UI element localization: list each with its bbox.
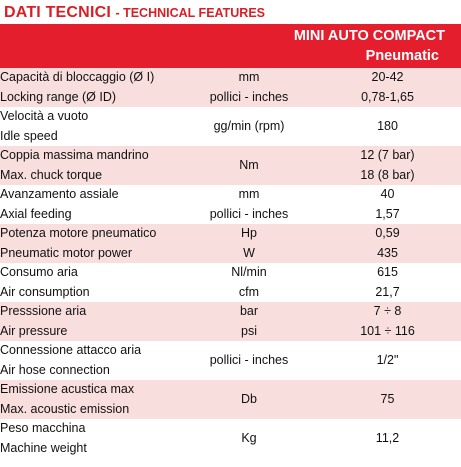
value-2: 21,7	[375, 284, 400, 299]
row-value: 1/2"	[314, 341, 461, 380]
label-it: Connessione attacco aria	[0, 343, 142, 357]
unit-2: pollici - inches	[209, 206, 289, 221]
row-value: 12 (7 bar) 18 (8 bar)	[314, 146, 461, 185]
row-value: 615 21,7	[314, 263, 461, 302]
spec-row-idle-speed: Velocità a vuoto Idle speed gg/min (rpm)…	[0, 107, 461, 146]
value-2: 101 ÷ 116	[360, 323, 415, 338]
row-unit: Kg	[184, 419, 314, 458]
value-1: 40	[380, 187, 395, 201]
spec-table: Capacità di bloccaggio (Ø I) Locking ran…	[0, 68, 461, 458]
row-value: 75	[314, 380, 461, 419]
value: 11,2	[375, 430, 400, 445]
value-1: 0,59	[375, 226, 400, 240]
value: 1/2"	[376, 352, 399, 367]
label-it: Coppia massima mandrino	[0, 148, 149, 162]
row-unit: Nl/min cfm	[184, 263, 314, 302]
row-unit: gg/min (rpm)	[184, 107, 314, 146]
row-value: 11,2	[314, 419, 461, 458]
label-en: Max. chuck torque	[0, 167, 103, 182]
value: 75	[380, 391, 395, 406]
label-it: Presssione aria	[0, 304, 87, 318]
label-en: Air hose connection	[0, 362, 110, 377]
label-en: Pneumatic motor power	[0, 245, 133, 260]
label-it: Peso macchina	[0, 421, 86, 435]
unit-1: bar	[239, 304, 259, 318]
spec-row-weight: Peso macchina Machine weight Kg 11,2	[0, 419, 461, 458]
spec-row-motor-power: Potenza motore pneumatico Pneumatic moto…	[0, 224, 461, 263]
row-unit: Hp W	[184, 224, 314, 263]
row-unit: mm pollici - inches	[184, 185, 314, 224]
value-2: 435	[377, 245, 398, 260]
unit-2: W	[243, 245, 255, 260]
value-1: 12 (7 bar)	[360, 148, 415, 162]
label-it: Velocità a vuoto	[0, 109, 89, 123]
unit-1: mm	[238, 187, 260, 201]
row-unit: pollici - inches	[184, 341, 314, 380]
label-it: Emissione acustica max	[0, 382, 135, 396]
spec-row-axial-feeding: Avanzamento assiale Axial feeding mm pol…	[0, 185, 461, 224]
unit: pollici - inches	[209, 352, 289, 367]
row-label: Peso macchina Machine weight	[0, 419, 184, 458]
row-unit: Nm	[184, 146, 314, 185]
row-label: Avanzamento assiale Axial feeding	[0, 185, 184, 224]
value-2: 18 (8 bar)	[360, 167, 415, 182]
spec-row-air-consumption: Consumo aria Air consumption Nl/min cfm …	[0, 263, 461, 302]
unit-2: pollici - inches	[209, 89, 289, 104]
model-name: MINI AUTO COMPACT	[293, 28, 445, 44]
row-unit: mm pollici - inches	[184, 68, 314, 107]
row-label: Connessione attacco aria Air hose connec…	[0, 341, 184, 380]
unit-2: cfm	[238, 284, 260, 299]
unit: gg/min (rpm)	[213, 118, 285, 133]
spec-row-air-hose: Connessione attacco aria Air hose connec…	[0, 341, 461, 380]
label-it: Consumo aria	[0, 265, 78, 279]
spec-row-chuck-torque: Coppia massima mandrino Max. chuck torqu…	[0, 146, 461, 185]
unit: Db	[241, 391, 257, 406]
label-en: Air consumption	[0, 284, 90, 299]
value-1: 20-42	[371, 70, 404, 84]
row-label: Coppia massima mandrino Max. chuck torqu…	[0, 146, 184, 185]
row-value: 180	[314, 107, 461, 146]
label-it: Capacità di bloccaggio (Ø I)	[0, 70, 155, 84]
spec-row-air-pressure: Presssione aria Air pressure bar psi 7 ÷…	[0, 302, 461, 341]
label-en: Air pressure	[0, 323, 68, 338]
spec-row-locking-range: Capacità di bloccaggio (Ø I) Locking ran…	[0, 68, 461, 107]
row-label: Potenza motore pneumatico Pneumatic moto…	[0, 224, 184, 263]
row-value: 0,59 435	[314, 224, 461, 263]
unit-2: psi	[241, 323, 257, 338]
row-label: Emissione acustica max Max. acoustic emi…	[0, 380, 184, 419]
row-value: 40 1,57	[314, 185, 461, 224]
value: 180	[377, 118, 398, 133]
row-label: Velocità a vuoto Idle speed	[0, 107, 184, 146]
value-1: 7 ÷ 8	[373, 304, 402, 318]
row-unit: Db	[184, 380, 314, 419]
label-en: Locking range (Ø ID)	[0, 89, 117, 104]
label-en: Idle speed	[0, 128, 58, 143]
title-main: DATI TECNICI	[4, 4, 111, 21]
unit-1: mm	[238, 70, 260, 84]
unit: Kg	[241, 430, 257, 445]
unit-1: Nl/min	[231, 265, 267, 279]
value-1: 615	[377, 265, 398, 279]
title-subtitle: - TECHNICAL FEATURES	[115, 6, 265, 20]
row-value: 20-42 0,78-1,65	[314, 68, 461, 107]
label-en: Axial feeding	[0, 206, 72, 221]
label-en: Machine weight	[0, 440, 87, 455]
row-unit: bar psi	[184, 302, 314, 341]
row-label: Capacità di bloccaggio (Ø I) Locking ran…	[0, 68, 184, 107]
label-it: Avanzamento assiale	[0, 187, 119, 201]
row-label: Presssione aria Air pressure	[0, 302, 184, 341]
unit-1: Hp	[241, 226, 257, 240]
header-band: MINI AUTO COMPACT Pneumatic	[0, 24, 461, 68]
label-en: Max. acoustic emission	[0, 401, 130, 416]
value-2: 1,57	[375, 206, 400, 221]
spec-row-acoustic: Emissione acustica max Max. acoustic emi…	[0, 380, 461, 419]
row-label: Consumo aria Air consumption	[0, 263, 184, 302]
model-type: Pneumatic	[365, 48, 439, 64]
label-it: Potenza motore pneumatico	[0, 226, 157, 240]
page-title: DATI TECNICI - TECHNICAL FEATURES	[4, 3, 265, 23]
value-2: 0,78-1,65	[361, 89, 414, 104]
unit: Nm	[239, 157, 259, 172]
row-value: 7 ÷ 8 101 ÷ 116	[314, 302, 461, 341]
